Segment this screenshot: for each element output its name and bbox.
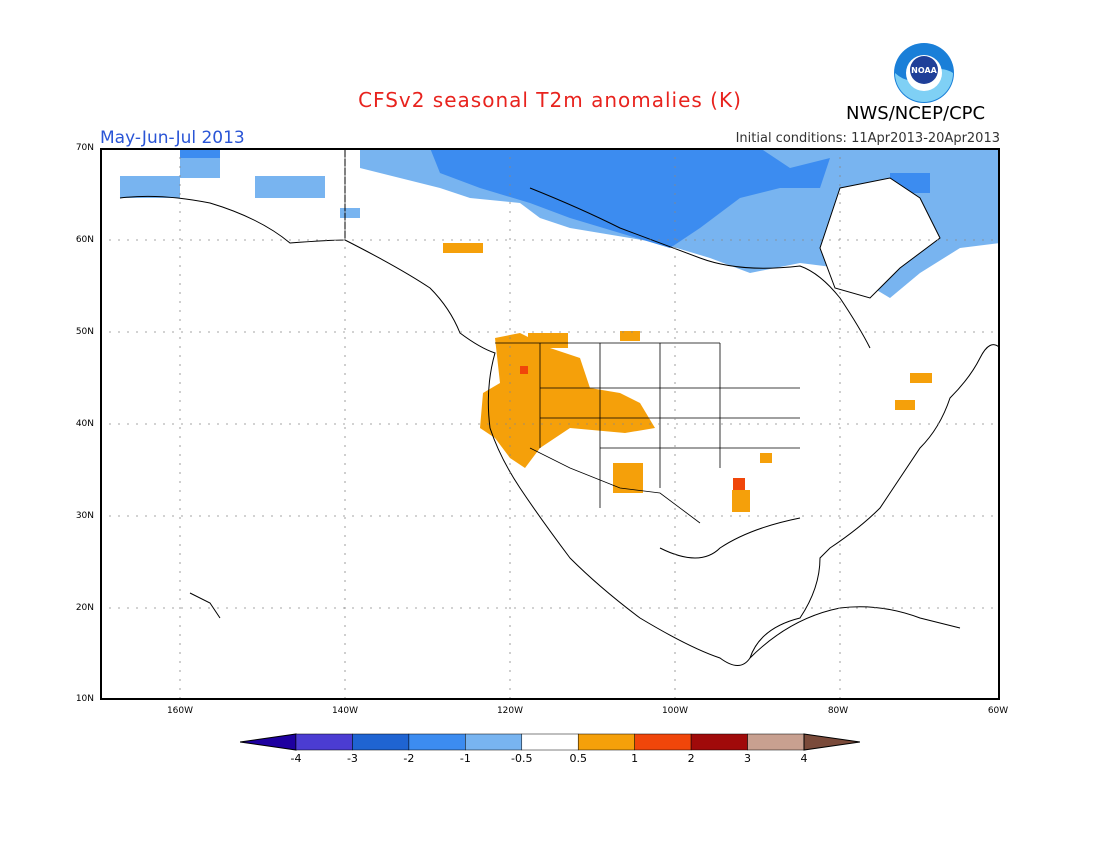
colorbar-tick-label: 0.5 [569,752,587,765]
colorbar-tick-label: -0.5 [511,752,533,765]
map-title: CFSv2 seasonal T2m anomalies (K) [358,88,742,112]
lon-label-60w: 60W [987,706,1009,716]
lat-label-70n: 70N [75,143,94,153]
colorbar-tick-label: -3 [346,752,358,765]
colorbar-tick-label: -4 [290,752,302,765]
lat-label-30n: 30N [75,511,94,521]
colorbar-segment [690,733,748,751]
lat-label-50n: 50N [75,327,94,337]
colorbar [240,733,860,751]
colorbar-tick-label: 2 [687,752,695,765]
colorbar-segment [240,733,297,751]
lat-label-40n: 40N [75,419,94,429]
colorbar-segment [803,733,860,751]
greenland-land [819,177,941,299]
colorbar-tick-label: 1 [631,752,639,765]
colorbar-segment [408,733,466,751]
colorbar-segment [747,733,805,751]
lon-label-120w: 120W [496,706,524,716]
agency-label: NWS/NCEP/CPC [846,103,986,124]
strong-warm-anomaly-region [520,366,745,490]
colorbar-segment [521,733,579,751]
lat-label-60n: 60N [75,235,94,245]
lon-label-140w: 140W [331,706,359,716]
lon-label-160w: 160W [166,706,194,716]
forecast-period: May-Jun-Jul 2013 [100,128,245,148]
colorbar-segment [634,733,692,751]
colorbar-segment [465,733,523,751]
colorbar-tick-label: 3 [744,752,752,765]
noaa-logo-icon: NOAA [894,43,954,103]
colorbar-segment [352,733,410,751]
lat-label-10n: 10N [75,694,94,704]
svg-text:NOAA: NOAA [911,66,937,75]
colorbar-tick-label: -2 [403,752,415,765]
graticule [100,148,1000,700]
political-borders [495,342,800,524]
lon-label-100w: 100W [661,706,689,716]
colorbar-tick-label: -1 [459,752,471,765]
map-border [100,148,1000,700]
lat-label-20n: 20N [75,603,94,613]
colorbar-tick-label: 4 [800,752,808,765]
anomaly-map [100,148,1000,700]
lon-label-80w: 80W [827,706,849,716]
colorbar-segment [577,733,635,751]
initial-conditions: Initial conditions: 11Apr2013-20Apr2013 [735,131,1000,146]
colorbar-segment [295,733,353,751]
